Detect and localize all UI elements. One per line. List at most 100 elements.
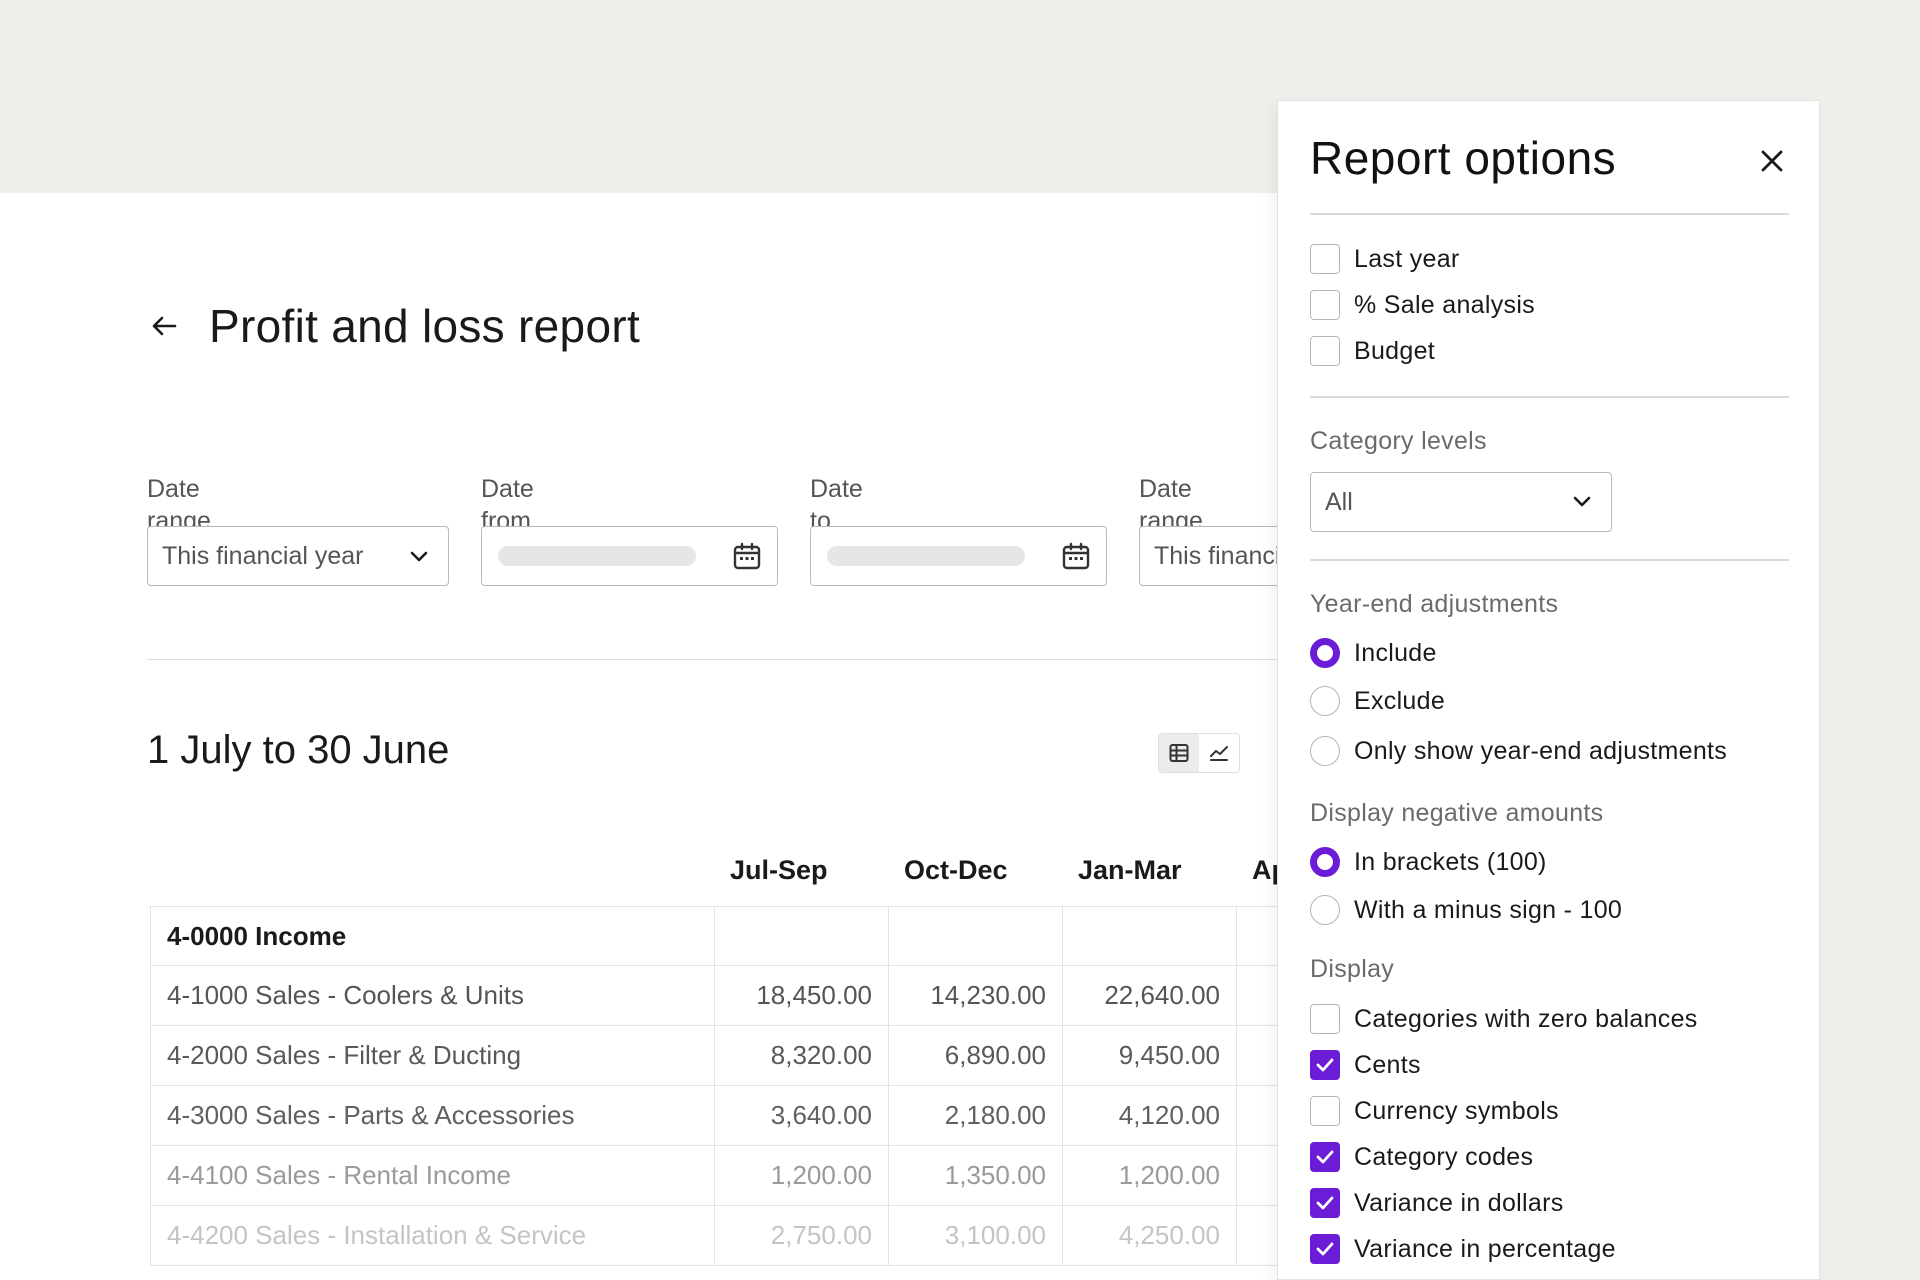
table-icon	[1169, 744, 1189, 762]
amount-cell: 1,200.00	[715, 1146, 889, 1206]
table-cell	[1063, 906, 1237, 966]
radio-button[interactable]	[1310, 847, 1340, 877]
table-cell	[1237, 906, 1290, 966]
amount-cell: 18,450.00	[715, 966, 889, 1026]
option-label: In brackets (100)	[1354, 847, 1547, 876]
column-header: Oct-Dec	[904, 855, 1008, 885]
year-end-only-option[interactable]: Only show year-end adjustments	[1310, 735, 1727, 767]
close-button[interactable]	[1756, 145, 1788, 177]
date-range-label: Date range	[147, 475, 211, 535]
date-from-label: Date from	[481, 475, 534, 535]
date-to-input[interactable]	[810, 526, 1107, 586]
category-levels-value: All	[1325, 487, 1353, 516]
option-label: Category codes	[1354, 1142, 1534, 1171]
table-row: 4-3000 Sales - Parts & Accessories 3,640.…	[150, 1086, 1290, 1146]
amount-cell: 1,350.00	[1237, 1146, 1290, 1206]
date-range-value: This financial year	[162, 541, 364, 570]
amount-cell: 3,480.00	[1237, 1206, 1290, 1266]
checkbox[interactable]	[1310, 1234, 1340, 1264]
year-end-exclude-option[interactable]: Exclude	[1310, 685, 1445, 717]
currency-symbols-option[interactable]: Currency symbols	[1310, 1095, 1559, 1127]
checkbox[interactable]	[1310, 1142, 1340, 1172]
table-row: 4-4200 Sales - Installation & Service 2,7…	[150, 1206, 1290, 1266]
checkbox[interactable]	[1310, 1188, 1340, 1218]
table-row: 4-2000 Sales - Filter & Ducting 8,320.00 6…	[150, 1026, 1290, 1086]
date-to-placeholder	[827, 546, 1025, 566]
calendar-icon	[733, 542, 761, 570]
arrow-left-icon	[152, 316, 177, 336]
amount-cell: 6,890.00	[889, 1026, 1063, 1086]
date-from-placeholder	[498, 546, 696, 566]
sale-analysis-option[interactable]: % Sale analysis	[1310, 289, 1535, 321]
variance-dollars-option[interactable]: Variance in dollars	[1310, 1187, 1564, 1219]
category-levels-select[interactable]: All	[1310, 472, 1612, 532]
checkmark-icon	[1316, 1150, 1334, 1164]
display-label: Display	[1310, 955, 1395, 983]
chevron-down-icon	[410, 551, 428, 562]
date-range-filter: Date range This financial year	[147, 473, 449, 586]
page-title: Profit and loss report	[209, 300, 641, 352]
column-header: Jul-Sep	[730, 855, 828, 885]
amount-cell: 3,060.00	[1237, 1086, 1290, 1146]
radio-button[interactable]	[1310, 686, 1340, 716]
panel-title: Report options	[1310, 132, 1617, 184]
option-label: Categories with zero balances	[1354, 1004, 1698, 1033]
negative-brackets-option[interactable]: In brackets (100)	[1310, 846, 1547, 878]
year-end-include-option[interactable]: Include	[1310, 637, 1437, 669]
report-period: 1 July to 30 June	[147, 728, 450, 772]
radio-button[interactable]	[1310, 736, 1340, 766]
option-label: With a minus sign - 100	[1354, 895, 1623, 924]
option-label: Budget	[1354, 336, 1436, 365]
date-to-label: Date to	[810, 475, 863, 535]
date-from-input[interactable]	[481, 526, 778, 586]
checkbox[interactable]	[1310, 1050, 1340, 1080]
close-icon	[1761, 150, 1783, 172]
panel-divider	[1310, 396, 1789, 398]
variance-percentage-option[interactable]: Variance in percentage	[1310, 1233, 1616, 1265]
amount-cell: 4,250.00	[1063, 1206, 1237, 1266]
account-name: 4-4200 Sales - Installation & Service	[150, 1206, 715, 1266]
category-codes-option[interactable]: Category codes	[1310, 1141, 1533, 1173]
category-levels-label: Category levels	[1310, 427, 1487, 455]
radio-button[interactable]	[1310, 895, 1340, 925]
column-header: Jan-Mar	[1078, 855, 1182, 885]
option-label: Variance in percentage	[1354, 1234, 1616, 1263]
last-year-option[interactable]: Last year	[1310, 243, 1460, 275]
amount-cell: 2,750.00	[715, 1206, 889, 1266]
negative-amounts-label: Display negative amounts	[1310, 799, 1604, 827]
amount-cell: 1,350.00	[889, 1146, 1063, 1206]
amount-cell: 22,640.00	[1063, 966, 1237, 1026]
amount-cell: 9,450.00	[1063, 1026, 1237, 1086]
calendar-icon	[1062, 542, 1090, 570]
date-range-select-2[interactable]: This financial year	[1139, 526, 1290, 586]
account-name: 4-2000 Sales - Filter & Ducting	[150, 1026, 715, 1086]
option-label: Last year	[1354, 244, 1460, 273]
amount-cell: 1,200.00	[1063, 1146, 1237, 1206]
zero-balances-option[interactable]: Categories with zero balances	[1310, 1003, 1698, 1035]
radio-button[interactable]	[1310, 638, 1340, 668]
table-view-button[interactable]	[1159, 734, 1199, 772]
year-end-label: Year-end adjustments	[1310, 590, 1559, 618]
date-range-select[interactable]: This financial year	[147, 526, 449, 586]
report-options-panel: Report options Last year % Sale analysis…	[1277, 100, 1820, 1280]
table-row: 4-4100 Sales - Rental Income 1,200.00 1,35…	[150, 1146, 1290, 1206]
account-name: 4-4100 Sales - Rental Income	[150, 1146, 715, 1206]
back-button[interactable]	[147, 309, 181, 343]
checkmark-icon	[1316, 1242, 1334, 1256]
negative-minus-option[interactable]: With a minus sign - 100	[1310, 894, 1622, 926]
cents-option[interactable]: Cents	[1310, 1049, 1421, 1081]
line-chart-icon	[1210, 746, 1228, 761]
checkbox[interactable]	[1310, 1004, 1340, 1034]
date-from-filter: Date from	[481, 473, 778, 586]
option-label: Cents	[1354, 1050, 1421, 1079]
budget-option[interactable]: Budget	[1310, 335, 1435, 367]
amount-cell: 14,230.00	[889, 966, 1063, 1026]
amount-cell: 4,120.00	[1063, 1086, 1237, 1146]
chart-view-button[interactable]	[1199, 734, 1239, 772]
table-cell	[889, 906, 1063, 966]
table-cell	[715, 906, 889, 966]
checkbox[interactable]	[1310, 1096, 1340, 1126]
checkbox[interactable]	[1310, 336, 1340, 366]
checkbox[interactable]	[1310, 244, 1340, 274]
checkbox[interactable]	[1310, 290, 1340, 320]
